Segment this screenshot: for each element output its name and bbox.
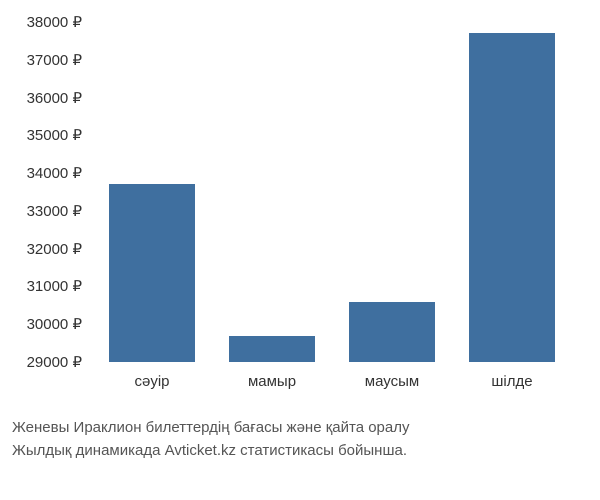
y-tick-label: 34000 ₽ — [27, 164, 82, 182]
x-axis: сәуір мамыр маусым шілде — [92, 367, 572, 397]
y-tick-label: 37000 ₽ — [27, 51, 82, 69]
caption-line-1: Женевы Ираклион билеттердің бағасы және … — [12, 417, 410, 440]
y-tick-label: 38000 ₽ — [27, 13, 82, 31]
bar — [229, 336, 315, 362]
x-tick-label: мамыр — [248, 373, 296, 390]
x-tick-label: шілде — [491, 373, 532, 390]
x-tick-label: маусым — [365, 373, 419, 390]
y-tick-label: 31000 ₽ — [27, 277, 82, 295]
x-tick-label: сәуір — [134, 373, 169, 390]
caption-line-2: Жылдық динамикада Avticket.kz статистика… — [12, 440, 410, 463]
y-tick-label: 35000 ₽ — [27, 126, 82, 144]
y-tick-label: 32000 ₽ — [27, 240, 82, 258]
bar — [469, 33, 555, 362]
chart-caption: Женевы Ираклион билеттердің бағасы және … — [12, 417, 410, 462]
bar — [109, 184, 195, 362]
y-tick-label: 36000 ₽ — [27, 89, 82, 107]
bar — [349, 302, 435, 362]
y-tick-label: 29000 ₽ — [27, 353, 82, 371]
price-chart: 29000 ₽ 30000 ₽ 31000 ₽ 32000 ₽ 33000 ₽ 34000… — [12, 12, 588, 412]
plot-area — [92, 22, 572, 362]
y-tick-label: 33000 ₽ — [27, 202, 82, 220]
y-tick-label: 30000 ₽ — [27, 315, 82, 333]
y-axis: 29000 ₽30000 ₽31000 ₽32000 ₽33000 ₽34000… — [12, 22, 90, 362]
